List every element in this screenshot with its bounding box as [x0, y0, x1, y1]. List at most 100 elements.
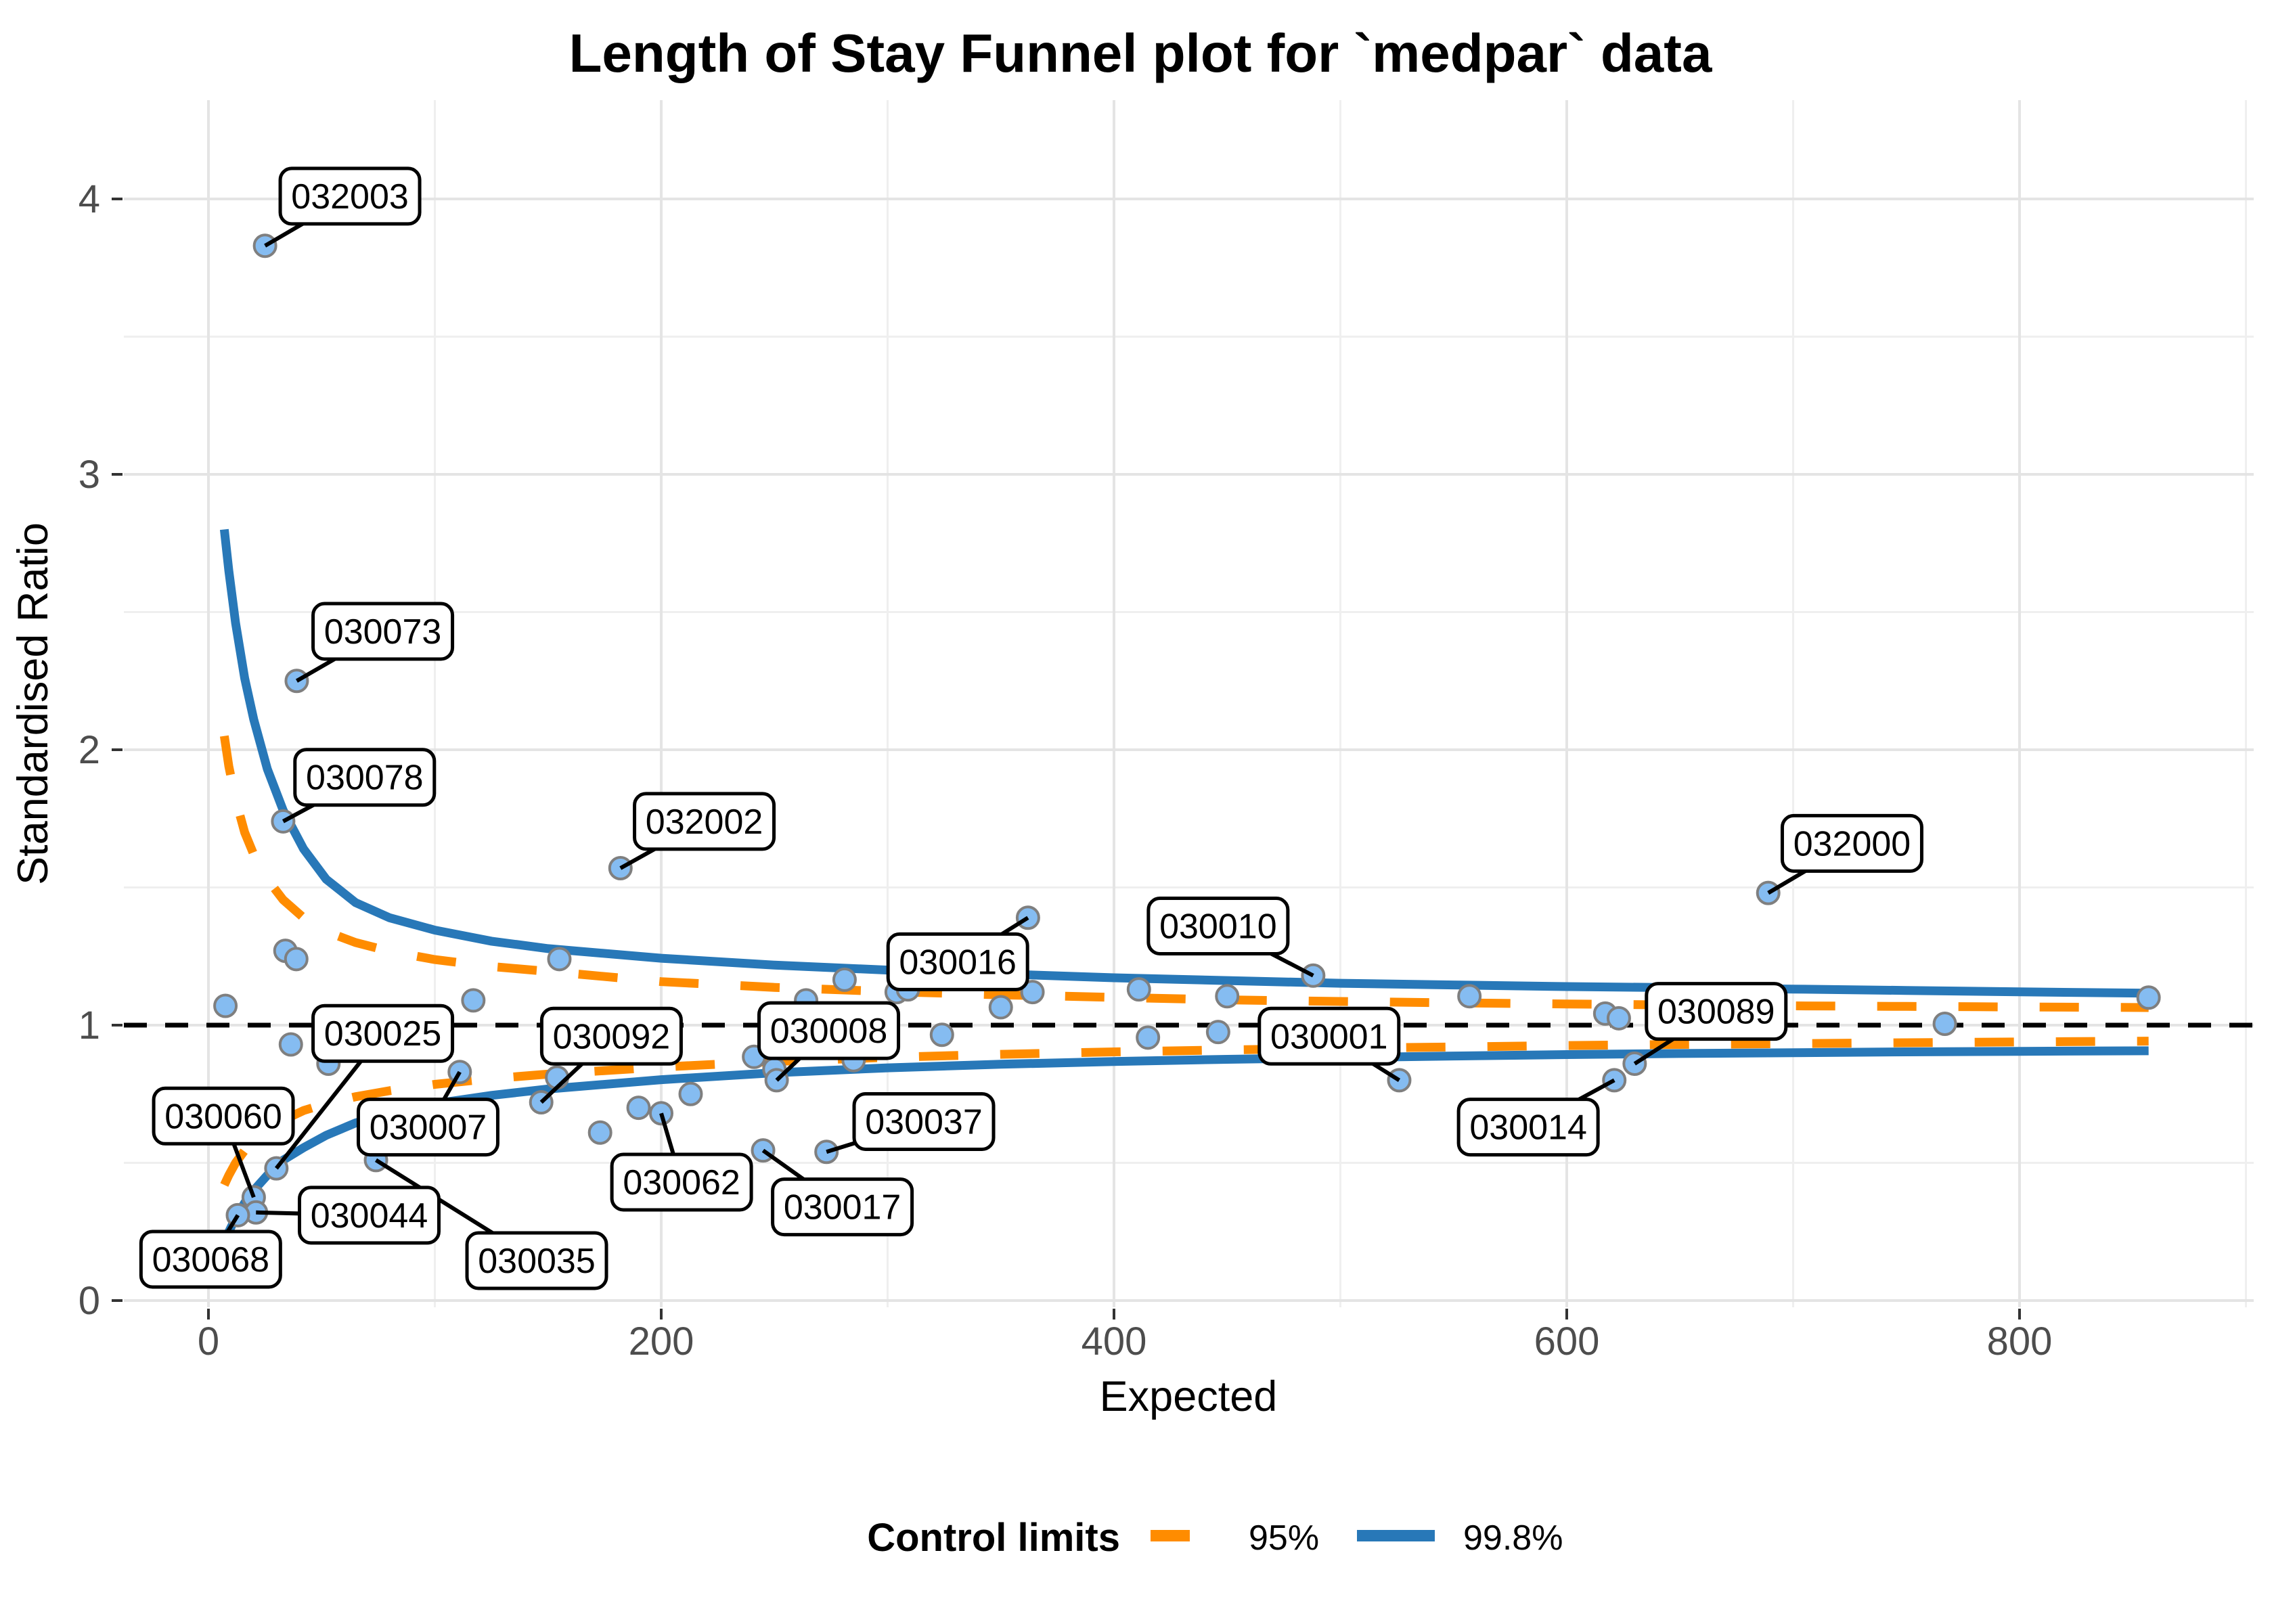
y-tick-label: 0: [79, 1279, 100, 1323]
callout-030092: 030092: [539, 1006, 683, 1066]
data-point: [678, 1081, 703, 1106]
callout-text-030016: 030016: [899, 943, 1017, 982]
data-point: [284, 947, 309, 972]
callout-032000: 032000: [1780, 813, 1923, 873]
callout-030014: 030014: [1456, 1098, 1600, 1157]
callout-text-030017: 030017: [784, 1188, 901, 1227]
callout-text-030078: 030078: [306, 759, 424, 798]
callout-box-030044: [297, 1186, 441, 1245]
callout-text-030035: 030035: [478, 1242, 596, 1281]
callout-box-030092: [539, 1006, 683, 1066]
callout-030008: 030008: [757, 1001, 901, 1060]
data-point: [1205, 1020, 1230, 1045]
y-tick-label: 2: [79, 728, 100, 772]
callout-text-030025: 030025: [324, 1014, 442, 1054]
y-tick-label: 3: [79, 453, 100, 497]
axis-ticks-layer: 0 200 400 600 800 0 1 2 3 4: [79, 177, 2053, 1363]
callout-box-030035: [465, 1231, 608, 1290]
callout-box-030062: [610, 1152, 753, 1212]
data-point: [213, 993, 238, 1018]
callout-text-030073: 030073: [324, 612, 442, 652]
data-point: [1215, 984, 1240, 1009]
control-limit-95-lower: [220, 1037, 2149, 1187]
data-point: [1020, 980, 1045, 1005]
data-point: [1932, 1011, 1957, 1036]
callout-text-030037: 030037: [865, 1102, 983, 1142]
x-tick-label: 200: [629, 1320, 694, 1363]
control-limit-998-lower: [220, 1046, 2149, 1244]
data-point: [1136, 1025, 1161, 1050]
callout-box-030078: [293, 748, 437, 807]
x-tick-label: 400: [1082, 1320, 1147, 1363]
callout-030060: 030060: [152, 1086, 295, 1146]
callout-text-030062: 030062: [623, 1163, 740, 1202]
data-point: [1457, 984, 1482, 1009]
callout-text-030060: 030060: [164, 1097, 282, 1136]
callout-text-030068: 030068: [152, 1240, 270, 1280]
callout-box-030025: [311, 1003, 455, 1063]
callout-box-030016: [886, 932, 1029, 991]
callout-text-030089: 030089: [1657, 993, 1775, 1032]
callout-text-030044: 030044: [311, 1196, 428, 1236]
callout-032002: 032002: [633, 792, 776, 851]
callout-030068: 030068: [139, 1230, 282, 1289]
data-point: [2136, 985, 2161, 1010]
callout-box-030073: [311, 602, 455, 661]
data-point: [1606, 1006, 1631, 1031]
callout-030078: 030078: [293, 748, 437, 807]
callout-box-030007: [356, 1098, 499, 1157]
legend-label-95: 95%: [1249, 1518, 1319, 1558]
y-tick-label: 1: [79, 1003, 100, 1047]
x-tick-label: 800: [1987, 1320, 2053, 1363]
callout-032003: 032003: [278, 166, 422, 226]
callout-text-030010: 030010: [1159, 907, 1277, 946]
callout-box-032002: [633, 792, 776, 851]
legend: Control limits 95% 99.8%: [867, 1516, 1563, 1560]
callout-text-030001: 030001: [1270, 1017, 1388, 1056]
callout-text-032002: 032002: [646, 803, 763, 842]
callout-box-030014: [1456, 1098, 1600, 1157]
y-axis-title: Standardised Ratio: [9, 522, 57, 885]
legend-swatch-998-line: [1357, 1530, 1435, 1541]
data-point: [832, 967, 857, 992]
control-limit-95-upper: [219, 735, 2149, 1012]
callout-text-032000: 032000: [1793, 824, 1911, 863]
data-point: [278, 1032, 303, 1057]
data-point: [1126, 977, 1151, 1002]
callout-text-030007: 030007: [370, 1108, 487, 1148]
data-point: [988, 995, 1013, 1020]
data-point: [929, 1022, 954, 1047]
legend-swatch-95-dash: [1151, 1530, 1190, 1541]
callout-box-030037: [852, 1091, 996, 1151]
callout-box-030017: [771, 1177, 914, 1237]
callout-030007: 030007: [356, 1098, 499, 1157]
callout-030016: 030016: [886, 932, 1029, 991]
x-axis-title: Expected: [1100, 1373, 1278, 1420]
callout-box-032000: [1780, 813, 1923, 873]
data-point: [626, 1096, 651, 1121]
callout-030001: 030001: [1257, 1006, 1401, 1066]
callout-030062: 030062: [610, 1152, 753, 1212]
x-tick-label: 600: [1534, 1320, 1600, 1363]
callout-030025: 030025: [311, 1003, 455, 1063]
callout-box-030060: [152, 1086, 295, 1146]
control-limit-998-upper: [219, 528, 2149, 998]
callout-box-030089: [1645, 982, 1788, 1041]
callout-030073: 030073: [311, 602, 455, 661]
gridlines-minor: [124, 100, 2254, 1307]
callout-text-030014: 030014: [1469, 1108, 1587, 1148]
control-limit-curves: [219, 528, 2149, 1244]
callout-030089: 030089: [1645, 982, 1788, 1041]
callout-box-030001: [1257, 1006, 1401, 1066]
callout-030044: 030044: [297, 1186, 441, 1245]
data-point: [587, 1120, 612, 1145]
callout-box-030008: [757, 1001, 901, 1060]
data-point: [547, 947, 572, 972]
callout-030035: 030035: [465, 1231, 608, 1290]
chart-title: Length of Stay Funnel plot for `medpar` …: [569, 23, 1712, 83]
callout-text-030092: 030092: [553, 1017, 671, 1056]
callout-text-030008: 030008: [770, 1012, 888, 1051]
legend-label-998: 99.8%: [1463, 1518, 1563, 1558]
